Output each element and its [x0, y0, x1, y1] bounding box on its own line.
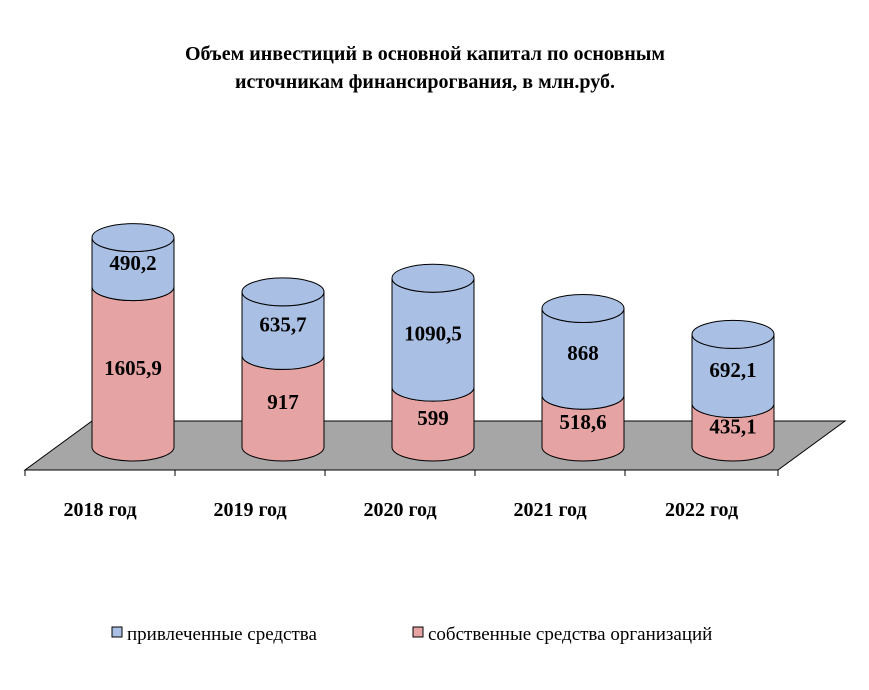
value-label-own: 917	[267, 390, 299, 414]
bar-attracted-0-cap	[91, 223, 175, 253]
category-labels: 2018 год 2019 год 2020 год 2021 год 2022 год	[63, 499, 738, 521]
category-label: 2018 год	[63, 499, 136, 521]
bar-attracted-3	[541, 293, 625, 410]
bar-1: 917 635,7	[241, 277, 325, 462]
bar-attracted-2-cap	[391, 263, 475, 293]
bar-4: 435,1 692,1	[691, 319, 775, 462]
bar-2: 599 1090,5	[391, 263, 475, 462]
bar-attracted-4	[691, 319, 775, 419]
value-label-attracted: 635,7	[259, 313, 306, 337]
category-label: 2019 год	[213, 499, 286, 521]
bar-attracted-0	[91, 223, 175, 302]
value-label-attracted: 692,1	[709, 358, 756, 382]
value-label-own: 435,1	[709, 414, 756, 438]
x-axis-ticks	[24, 470, 779, 476]
chart-title-line-2: источникам финансирогвания, в млн.руб.	[234, 71, 616, 93]
value-label-attracted: 868	[567, 341, 599, 365]
bar-3: 518,6 868	[541, 293, 625, 462]
bar-attracted-1	[241, 277, 325, 370]
legend: привлеченные средства собственные средст…	[111, 624, 712, 645]
chart-title: Объем инвестиций в основной капитал по о…	[0, 40, 850, 96]
category-label: 2022 год	[665, 499, 738, 521]
value-label-attracted: 1090,5	[404, 322, 462, 346]
category-label: 2020 год	[363, 499, 436, 521]
value-label-own: 1605,9	[104, 356, 162, 380]
bars-group: 1605,9 490,2 917 635,7 599 1090,5 518,6 868 435,…	[91, 223, 775, 462]
legend-label-attracted: привлеченные средства	[127, 624, 318, 645]
legend-swatch-own	[412, 626, 424, 638]
value-label-own: 518,6	[559, 410, 606, 434]
category-label: 2021 год	[513, 499, 586, 521]
legend-label-own: собственные средства организаций	[428, 624, 712, 645]
value-label-own: 599	[417, 406, 449, 430]
value-label-attracted: 490,2	[109, 251, 156, 275]
bar-attracted-1-cap	[241, 277, 325, 307]
chart-title-line-1: Объем инвестиций в основной капитал по о…	[185, 43, 665, 65]
bar-attracted-2	[391, 263, 475, 402]
legend-swatch-attracted	[111, 626, 123, 638]
bar-0: 1605,9 490,2	[91, 223, 175, 462]
bar-attracted-3-cap	[541, 293, 625, 323]
bar-attracted-4-cap	[691, 319, 775, 349]
